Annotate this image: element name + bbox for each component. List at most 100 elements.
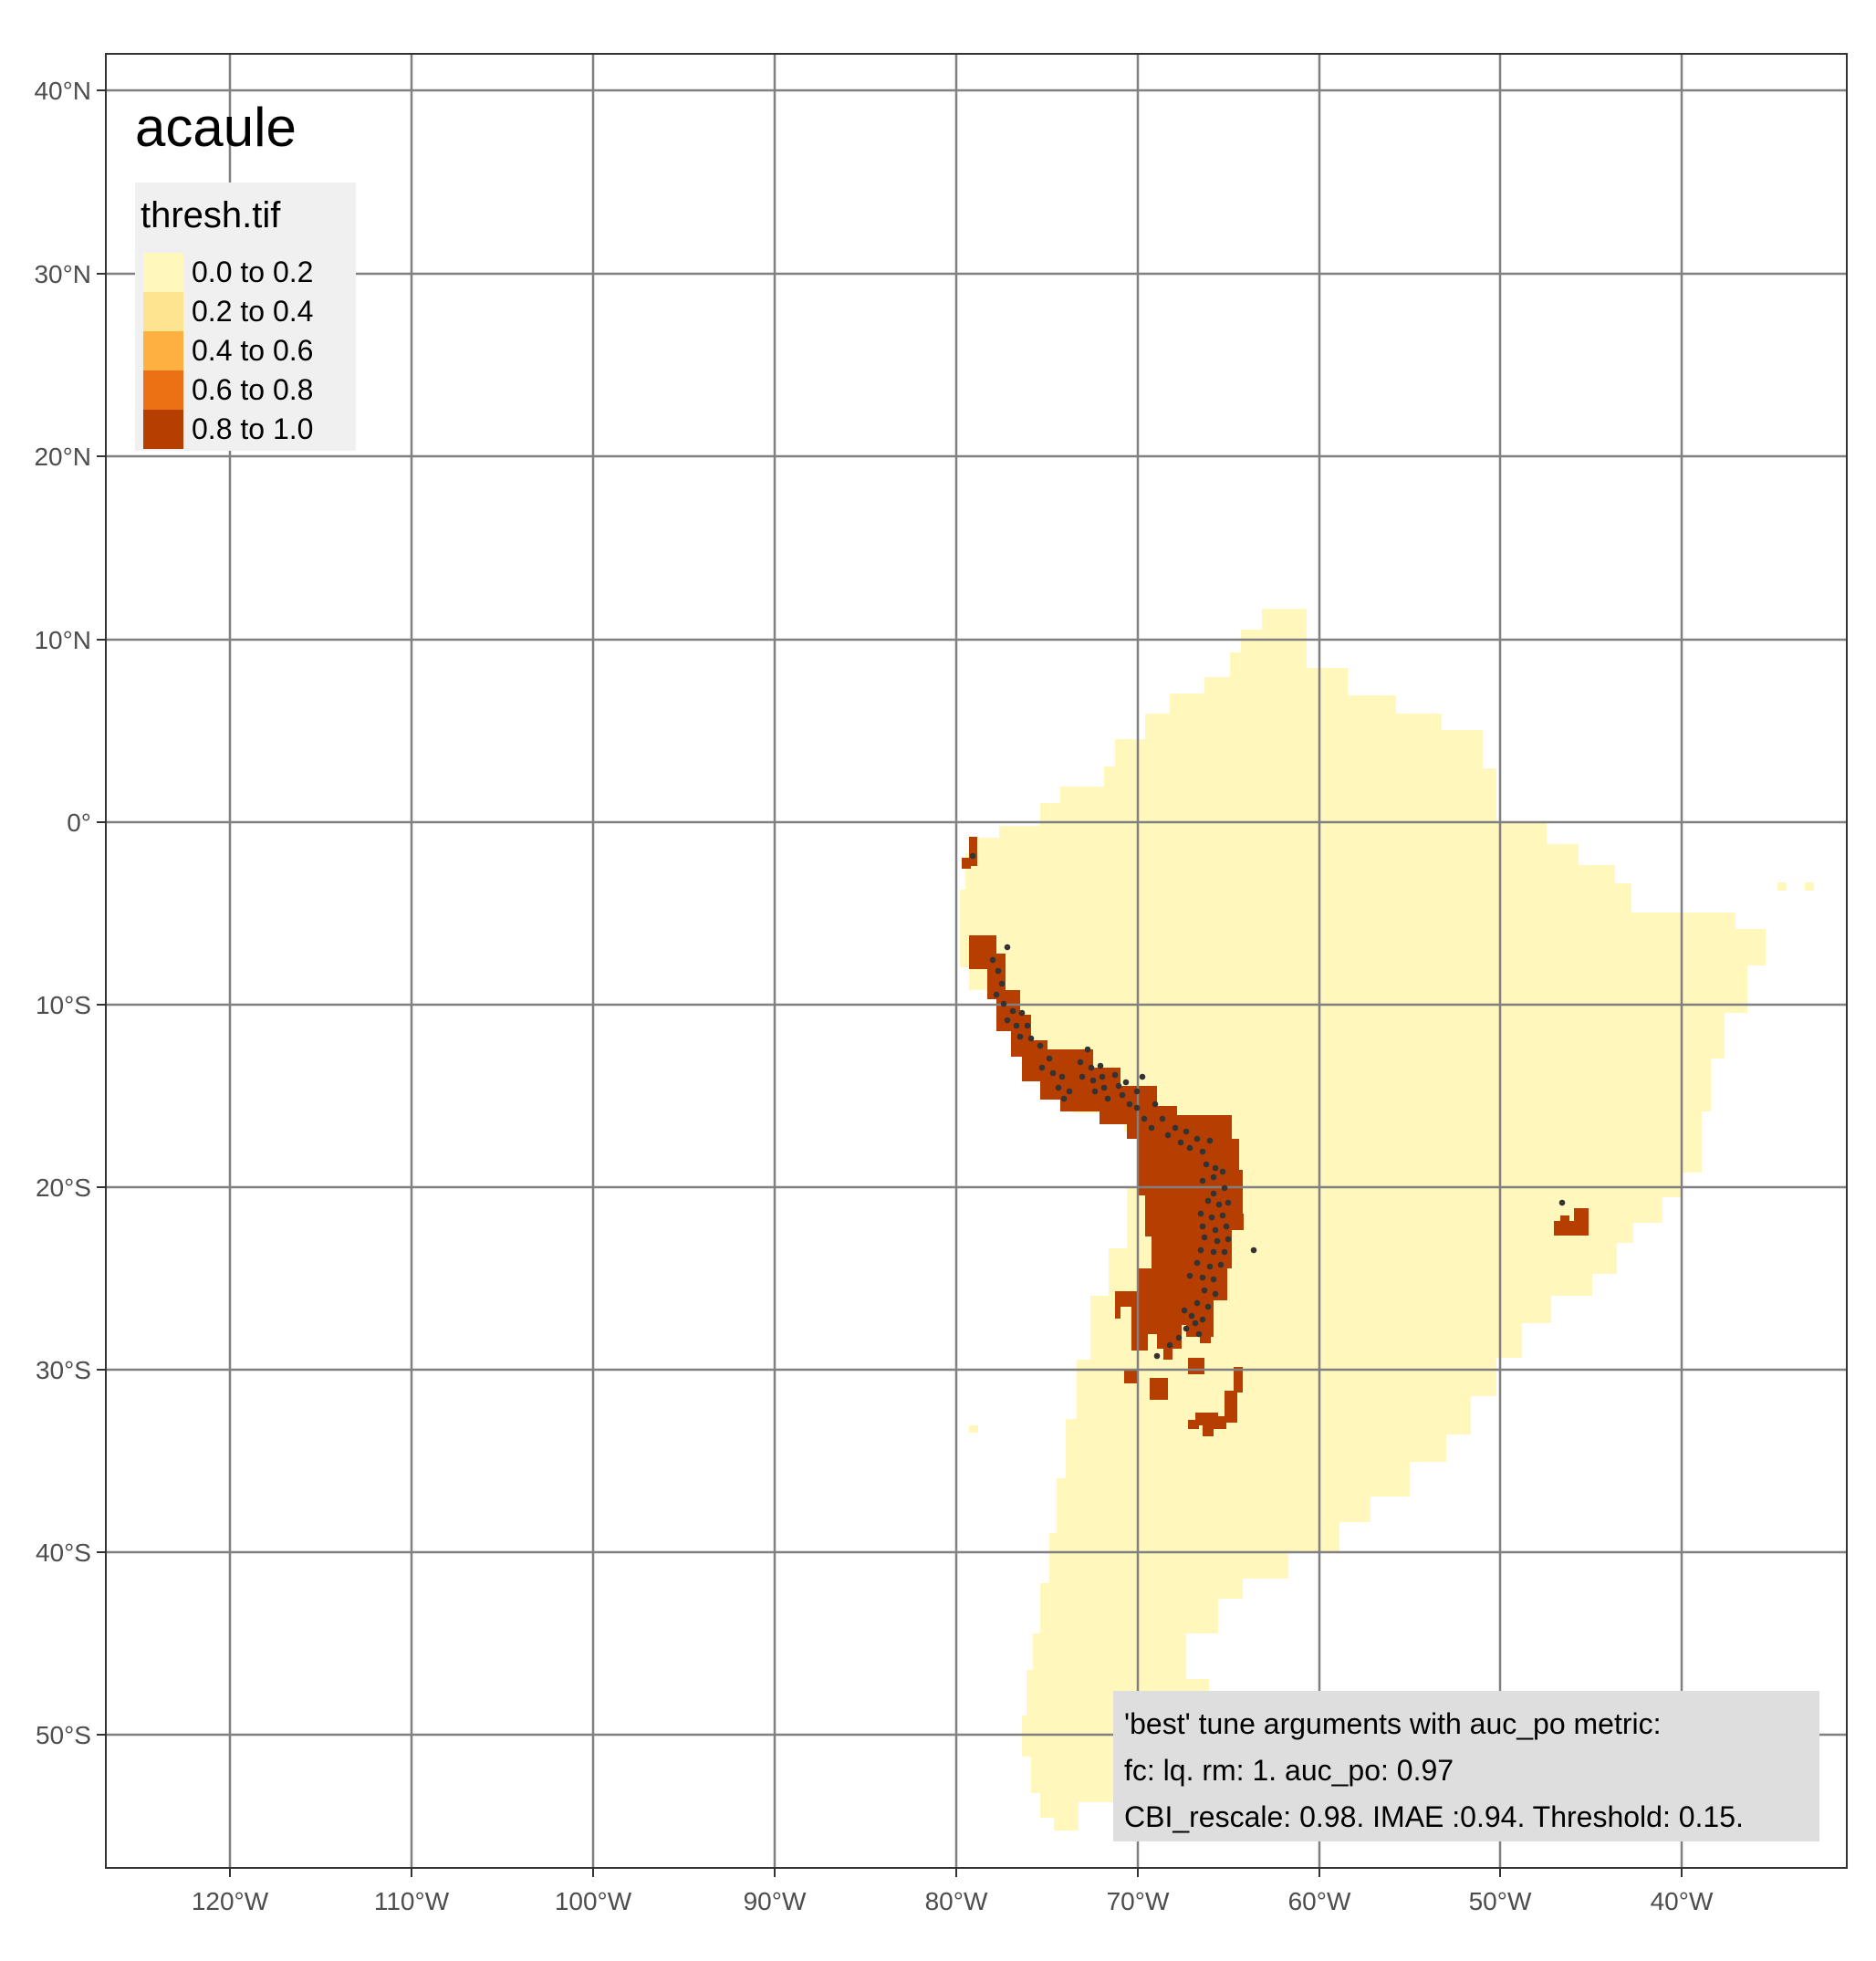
occurrence-point (1206, 1137, 1214, 1144)
annotation-background (1113, 1691, 1819, 1841)
y-tick-label: 40°S (36, 1539, 91, 1567)
occurrence-point (1208, 1214, 1215, 1221)
occurrence-point (1164, 1132, 1172, 1139)
y-tick-label: 0° (67, 808, 91, 837)
occurrence-point (1122, 1079, 1130, 1086)
suitability-patch (1188, 1420, 1199, 1429)
occurrence-point (1212, 1164, 1219, 1172)
southeast-suitability-patch (1574, 1208, 1589, 1223)
occurrence-point (1139, 1073, 1146, 1080)
occurrence-point (1066, 1088, 1073, 1095)
y-tick-label: 20°S (36, 1173, 91, 1202)
occurrence-point (1004, 1017, 1011, 1024)
occurrence-point (1055, 1084, 1062, 1091)
occurrence-point (1188, 1312, 1195, 1320)
y-tick-label: 30°N (34, 260, 91, 288)
occurrence-point (1212, 1290, 1219, 1298)
y-tick-label: 30°S (36, 1356, 91, 1384)
suitability-patch (1200, 1332, 1211, 1343)
legend-items: 0.0 to 0.2 0.2 to 0.4 0.4 to 0.6 0.6 to 0.8… (143, 253, 313, 449)
occurrence-point (1046, 1055, 1053, 1062)
x-tick-label: 100°W (555, 1887, 632, 1915)
y-tick-label: 10°N (34, 626, 91, 654)
occurrence-point (1201, 1287, 1208, 1294)
andes-suitability-region (969, 935, 1243, 1360)
occurrence-point (1199, 1223, 1206, 1230)
map-title: acaule (135, 97, 297, 158)
occurrence-point (1133, 1088, 1141, 1095)
legend-label: 0.4 to 0.6 (192, 334, 313, 367)
occurrence-point (1212, 1226, 1219, 1234)
x-tick-label: 70°W (1107, 1887, 1170, 1915)
south-america-landmass (960, 609, 1766, 1831)
occurrence-point (1183, 1325, 1190, 1332)
occurrence-point (1126, 1100, 1133, 1108)
occurrence-point (1175, 1334, 1183, 1341)
occurrence-point (1201, 1234, 1208, 1241)
occurrence-points (969, 852, 1566, 1360)
occurrence-point (1193, 1135, 1201, 1142)
occurrence-point (1058, 1073, 1066, 1080)
southeast-suitability-patch (1560, 1215, 1569, 1223)
occurrence-point (1084, 1046, 1091, 1053)
occurrence-point (1091, 1088, 1099, 1095)
occurrence-point (1016, 1033, 1024, 1040)
occurrence-point (1219, 1212, 1226, 1219)
legend-label: 0.6 to 0.8 (192, 373, 313, 406)
legend-swatch (143, 370, 183, 410)
occurrence-point (1159, 1115, 1166, 1122)
y-tick-label: 40°N (34, 77, 91, 105)
occurrence-point (1221, 1248, 1228, 1256)
annotation-line: CBI_rescale: 0.98. IMAE :0.94. Threshold… (1124, 1800, 1744, 1833)
occurrence-point (1225, 1199, 1232, 1206)
y-tick-label: 20°N (34, 443, 91, 471)
occurrence-point (989, 956, 996, 964)
occurrence-point (1133, 1104, 1141, 1111)
north-suitability-patch (1227, 1214, 1244, 1230)
occurrence-point (1223, 1223, 1230, 1230)
suitability-patch (1234, 1367, 1243, 1393)
occurrence-point (1181, 1307, 1188, 1314)
occurrence-point (1152, 1100, 1159, 1108)
occurrence-point (1199, 1316, 1206, 1323)
occurrence-point (1199, 1148, 1206, 1155)
occurrence-point (1119, 1091, 1126, 1099)
occurrence-point (1004, 944, 1011, 951)
legend-label: 0.8 to 1.0 (192, 412, 313, 445)
annotation-line: fc: lq. rm: 1. auc_po: 0.97 (1124, 1754, 1454, 1787)
coastal-suitability-patch (962, 858, 971, 869)
legend-swatch (143, 253, 183, 292)
occurrence-point (1206, 1263, 1214, 1270)
occurrence-point (1204, 1303, 1212, 1310)
model-annotation: 'best' tune arguments with auc_po metric… (1113, 1691, 1819, 1841)
occurrence-point (1193, 1299, 1201, 1307)
occurrence-point (1225, 1236, 1232, 1243)
legend-title: thresh.tif (141, 195, 281, 235)
occurrence-point (1153, 1352, 1161, 1360)
occurrence-point (1148, 1124, 1155, 1132)
occurrence-point (1199, 1177, 1206, 1184)
occurrence-point (1089, 1077, 1097, 1084)
occurrence-point (1215, 1201, 1223, 1208)
occurrence-point (1195, 1330, 1203, 1338)
high-suitability-area (962, 837, 1589, 1436)
x-tick-label: 90°W (744, 1887, 807, 1915)
occurrence-point (1186, 1144, 1193, 1152)
occurrence-point (1166, 1341, 1173, 1349)
occurrence-point (1049, 1069, 1057, 1077)
panel-border (105, 53, 1848, 1869)
legend-label: 0.2 to 0.4 (192, 295, 313, 328)
annotation-line: 'best' tune arguments with auc_po metric… (1124, 1707, 1662, 1740)
occurrence-point (1097, 1062, 1104, 1069)
occurrence-point (1027, 1035, 1035, 1042)
occurrence-point (1250, 1246, 1257, 1254)
occurrence-point (1038, 1064, 1046, 1071)
occurrence-point (1079, 1073, 1086, 1080)
occurrence-point (1177, 1139, 1184, 1146)
occurrence-point (1009, 1007, 1016, 1015)
occurrence-point (1219, 1168, 1226, 1175)
occurrence-point (1210, 1276, 1217, 1283)
south-america-islet (969, 1425, 978, 1433)
occurrence-point (1217, 1261, 1225, 1268)
